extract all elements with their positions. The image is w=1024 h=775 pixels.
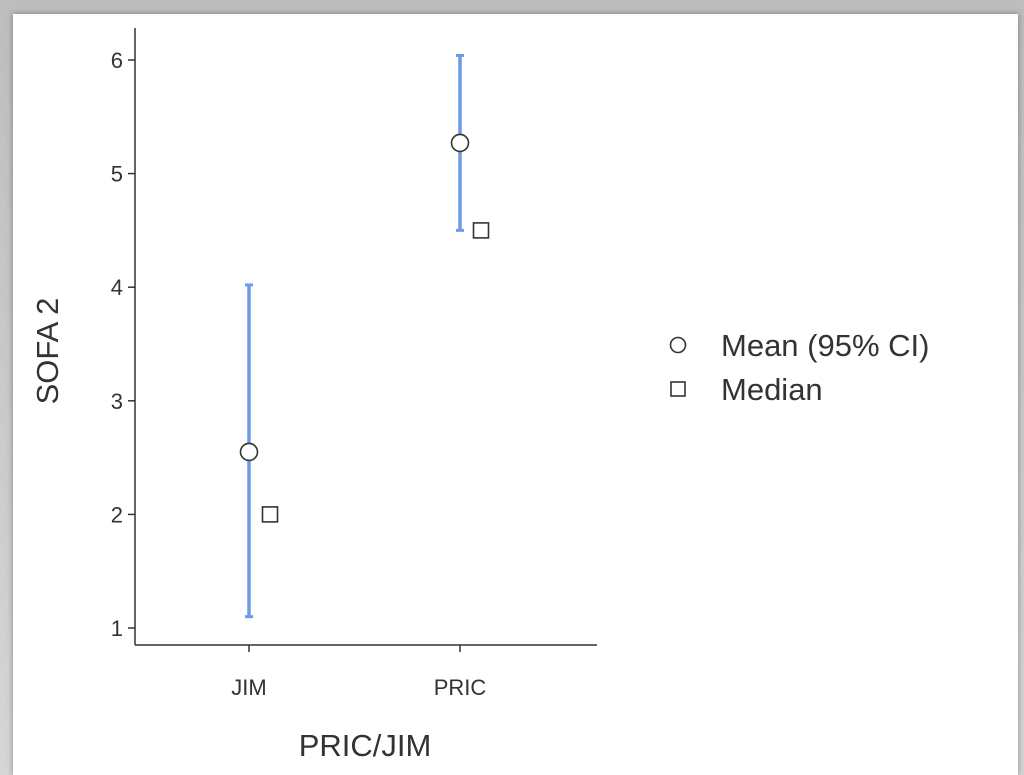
median-point bbox=[472, 222, 490, 239]
y-axis-title: SOFA 2 bbox=[30, 298, 65, 405]
x-tick-label: PRIC bbox=[434, 675, 487, 700]
x-axis-title: PRIC/JIM bbox=[299, 728, 432, 763]
mean-point bbox=[450, 133, 470, 153]
legend-mean-label: Mean (95% CI) bbox=[721, 328, 929, 363]
y-tick-label: 3 bbox=[111, 389, 123, 414]
mean-point bbox=[239, 442, 259, 462]
y-tick-label: 1 bbox=[111, 616, 123, 641]
legend: Mean (95% CI) Median bbox=[669, 328, 929, 407]
axes: 1 2 3 4 5 6 JIM PRIC bbox=[111, 28, 597, 700]
legend-mean-marker bbox=[669, 336, 687, 354]
legend-median-marker bbox=[670, 381, 686, 397]
marks bbox=[239, 53, 490, 619]
legend-median-label: Median bbox=[721, 372, 823, 407]
x-tick-label: JIM bbox=[231, 675, 266, 700]
y-tick-label: 6 bbox=[111, 48, 123, 73]
median-point bbox=[261, 506, 279, 523]
y-tick-label: 5 bbox=[111, 162, 123, 187]
chart: 1 2 3 4 5 6 JIM PRIC SOFA 2 PRIC/JIM Mean (95% … bbox=[30, 28, 929, 763]
y-tick-label: 4 bbox=[111, 275, 123, 300]
chart-panel: 1 2 3 4 5 6 JIM PRIC SOFA 2 PRIC/JIM Mean (95% … bbox=[13, 14, 1018, 775]
y-tick-label: 2 bbox=[111, 502, 123, 527]
